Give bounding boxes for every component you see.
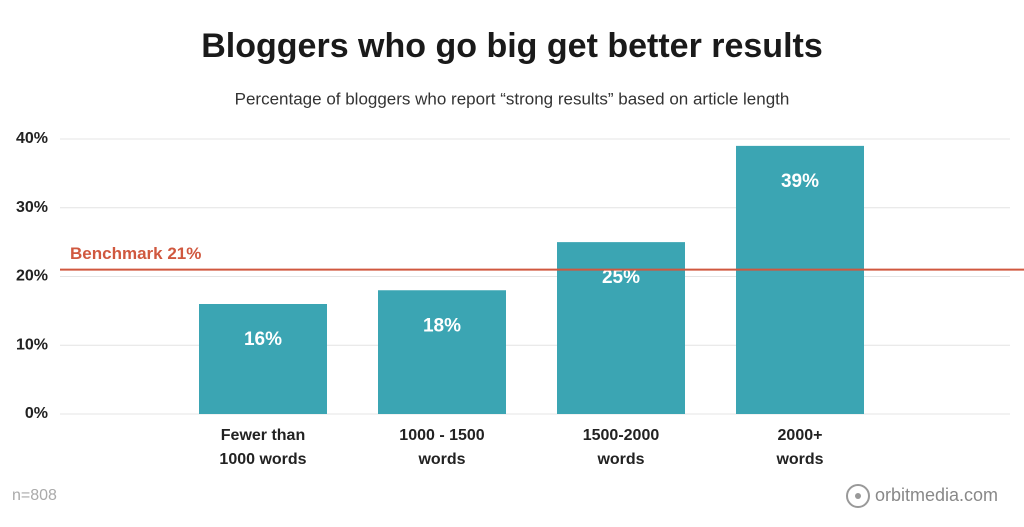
bar	[199, 304, 327, 414]
chart-title: Bloggers who go big get better results	[201, 27, 823, 65]
bar	[736, 145, 864, 414]
value-label: 25%	[602, 267, 640, 288]
sample-note: n=808	[12, 487, 57, 504]
x-tick-label: 2000+ words	[776, 427, 824, 468]
chart-subtitle: Percentage of bloggers who report “stron…	[235, 89, 790, 108]
y-tick-label: 20%	[16, 268, 48, 285]
source: orbitmedia.com	[875, 485, 998, 505]
logo	[846, 484, 870, 508]
x-tick-label: 1500-2000 words	[582, 427, 660, 468]
y-tick-label: 10%	[16, 336, 48, 353]
y-tick-label: 0%	[25, 405, 48, 422]
y-tick-label: 30%	[16, 199, 48, 216]
x-tick-label: Fewer than 1000 words	[219, 427, 307, 468]
bar	[557, 242, 685, 414]
value-label: 18%	[423, 315, 461, 336]
x-tick-label: 1000 - 1500 words	[399, 427, 485, 468]
y-tick-label: 40%	[16, 130, 48, 147]
bar	[378, 290, 506, 414]
value-label: 16%	[244, 329, 282, 350]
benchmark-label: Benchmark 21%	[70, 244, 201, 263]
value-label: 39%	[781, 171, 819, 192]
